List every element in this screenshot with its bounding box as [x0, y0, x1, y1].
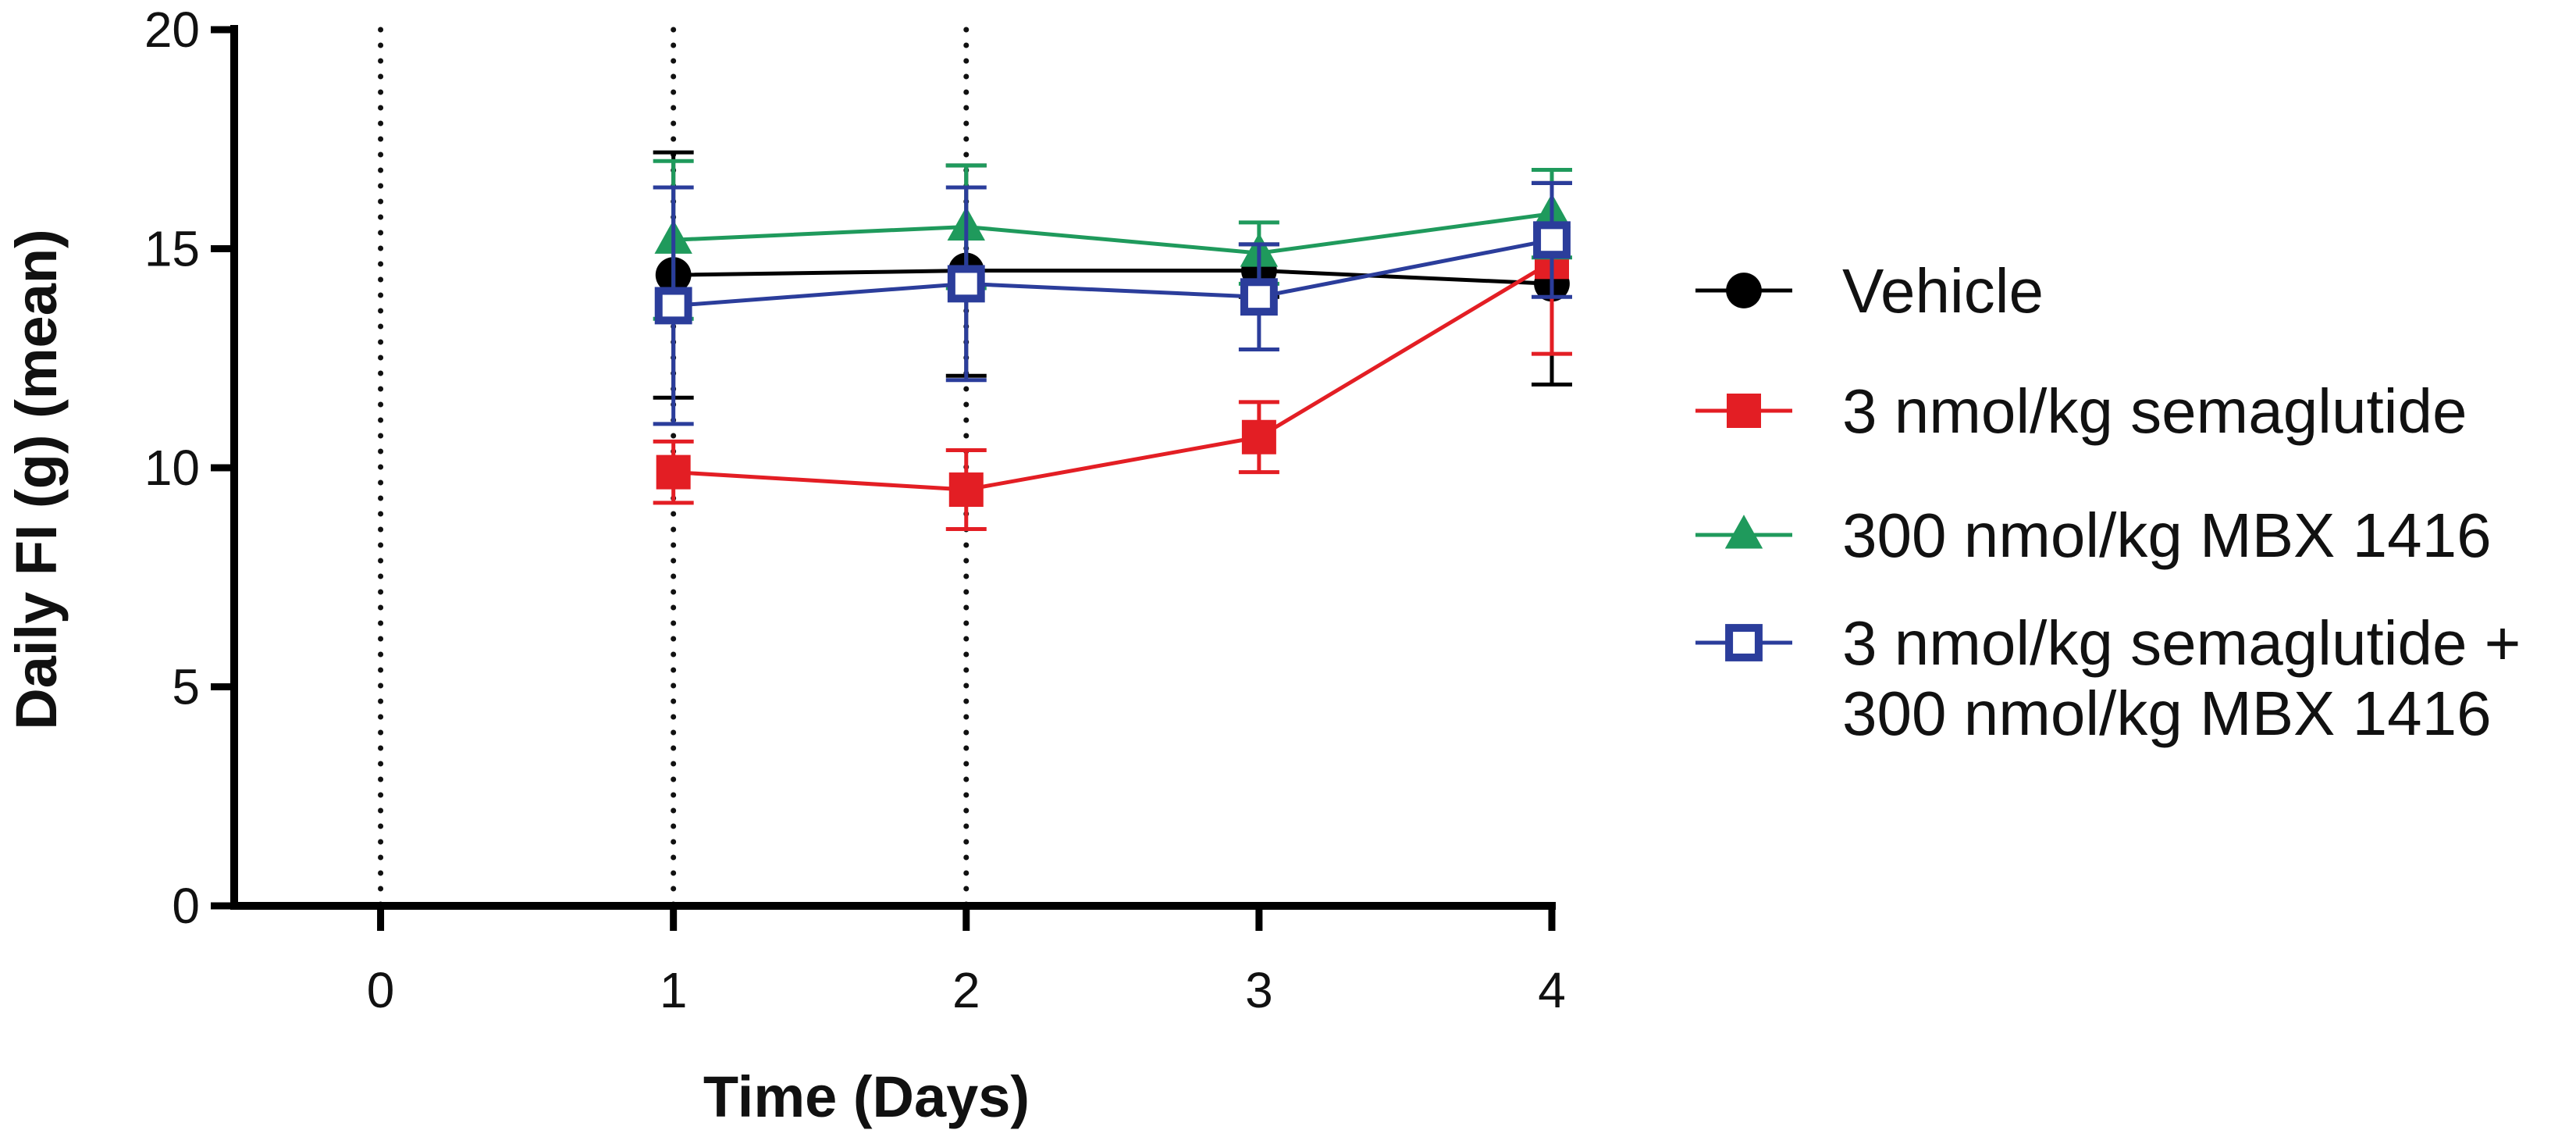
series-2 [653, 168, 1572, 532]
data-point [1533, 221, 1571, 259]
legend-marker [1727, 394, 1761, 428]
legend-item-1: Vehicle [1695, 256, 2044, 326]
data-point [1240, 278, 1278, 316]
data-point [947, 265, 985, 303]
y-tick-label: 20 [144, 2, 200, 58]
series-layer [653, 150, 1572, 532]
series-line [673, 212, 1553, 255]
y-axis-title: Daily FI (g) (mean) [4, 229, 69, 729]
x-tick-label: 4 [1538, 962, 1566, 1018]
series-line [673, 269, 1553, 286]
x-tick-label: 2 [952, 962, 980, 1018]
legend-label: 300 nmol/kg MBX 1416 [1842, 501, 2492, 570]
series-1 [653, 150, 1572, 400]
series-line [673, 237, 1553, 308]
legend-marker [1724, 515, 1763, 549]
series-4 [653, 180, 1572, 426]
legend-label: 3 nmol/kg semaglutide [1842, 376, 2467, 446]
data-point [656, 454, 691, 490]
legend-label: 3 nmol/kg semaglutide + [1842, 608, 2521, 678]
series-line [673, 260, 1553, 492]
legend-label-line2: 300 nmol/kg MBX 1416 [1842, 679, 2492, 748]
y-tick-label: 10 [144, 440, 200, 496]
legend-label: Vehicle [1842, 256, 2044, 326]
legend-marker [1726, 273, 1762, 308]
y-tick-label: 15 [144, 221, 200, 277]
legend-item-4: 3 nmol/kg semaglutide +300 nmol/kg MBX 1… [1695, 608, 2521, 748]
data-point [948, 472, 984, 508]
legend-item-2: 3 nmol/kg semaglutide [1695, 376, 2467, 446]
legend: Vehicle 3 nmol/kg semaglutide 300 nmol/kg … [1695, 256, 2521, 748]
y-tick-label: 5 [172, 659, 200, 715]
x-tick-label: 1 [660, 962, 688, 1018]
legend-marker [1725, 624, 1763, 661]
x-axis-title: Time (Days) [703, 1064, 1030, 1129]
legend-item-3: 300 nmol/kg MBX 1416 [1695, 501, 2492, 570]
x-tick-label: 0 [367, 962, 395, 1018]
axes: 0 5 10 15 20 0 1 2 3 4 [144, 2, 1566, 1018]
data-point [1241, 419, 1276, 454]
x-tick-label: 3 [1245, 962, 1273, 1018]
data-point [654, 287, 692, 325]
y-tick-label: 0 [172, 878, 200, 934]
